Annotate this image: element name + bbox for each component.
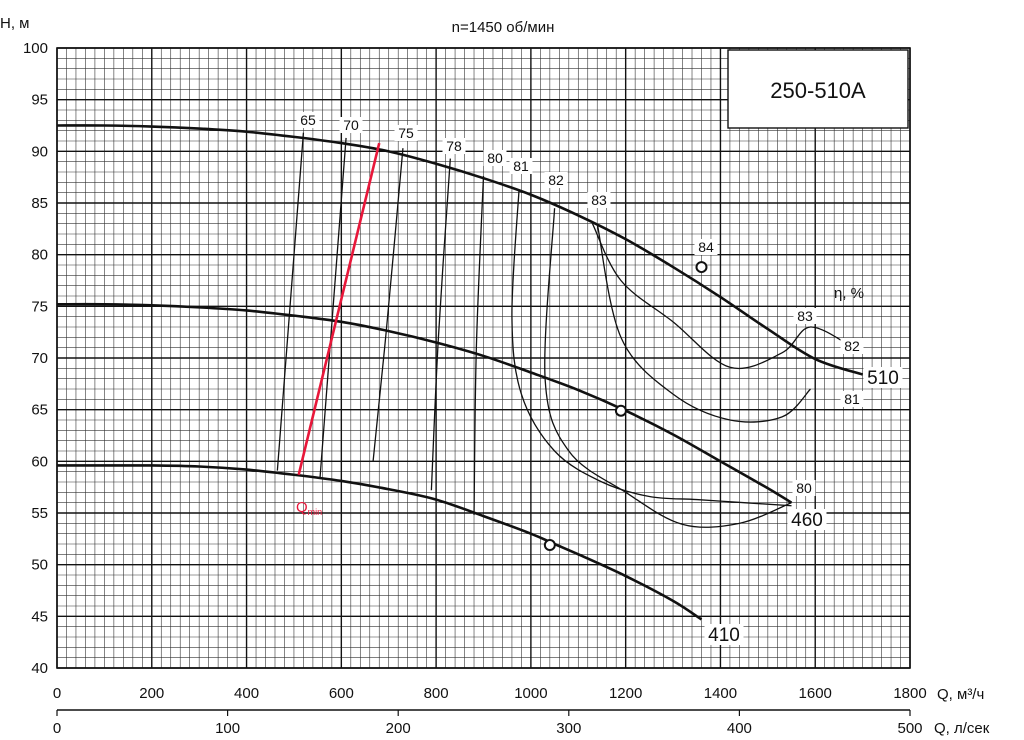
efficiency-label-70-bg xyxy=(339,117,363,133)
curve-label-510-bg xyxy=(863,367,903,388)
efficiency-label-82-bg xyxy=(840,338,864,354)
x-tick-label: 600 xyxy=(329,685,354,702)
labels: 65 70 75 78 80 81 82 83 84 83 82 81 80 510 460 410 Qmin xyxy=(296,112,903,646)
qmin-line xyxy=(297,142,381,476)
curve-label-410-bg xyxy=(704,624,744,645)
efficiency-label-83: 83 xyxy=(797,308,813,324)
x2-tick-label: 500 xyxy=(897,720,922,737)
y-tick-label: 45 xyxy=(31,608,48,625)
y-tick-label: 100 xyxy=(23,40,48,57)
efficiency-label-83-bg xyxy=(587,192,611,208)
curve-label-510: 510 xyxy=(867,368,899,389)
model-label: 250-510A xyxy=(770,78,866,103)
curve-label-460: 460 xyxy=(791,510,823,531)
chart-title: n=1450 об/мин xyxy=(452,19,555,36)
curve-label-460-bg xyxy=(787,509,827,530)
efficiency-label-81: 81 xyxy=(513,158,529,174)
model-box xyxy=(727,49,909,129)
efficiency-curves xyxy=(276,132,854,528)
x-tick-label: 400 xyxy=(234,685,259,702)
x2-tick-label: 200 xyxy=(386,720,411,737)
head-curves xyxy=(56,124,864,621)
efficiency-curve-83 xyxy=(596,223,811,423)
x2-tick-label: 400 xyxy=(727,720,752,737)
efficiency-label: η, % xyxy=(834,285,864,302)
x2-axis-label: Q, л/сек xyxy=(934,720,990,737)
efficiency-curve-80 xyxy=(473,176,485,516)
x-tick-label: 1400 xyxy=(704,685,737,702)
x-tick-label: 1000 xyxy=(514,685,547,702)
efficiency-label-83-bg xyxy=(793,308,817,324)
operating-point xyxy=(614,404,627,417)
efficiency-label-70: 70 xyxy=(343,117,359,133)
operating-point xyxy=(695,261,708,274)
x-tick-label: 200 xyxy=(139,685,164,702)
x-tick-label: 1600 xyxy=(799,685,832,702)
efficiency-label-81-bg xyxy=(509,158,533,174)
efficiency-curve-70 xyxy=(319,137,347,478)
efficiency-label-75-bg xyxy=(394,125,418,141)
efficiency-label-84: 84 xyxy=(698,239,714,255)
efficiency-label-80: 80 xyxy=(796,480,812,496)
efficiency-curve-65 xyxy=(276,132,305,471)
y-tick-label: 60 xyxy=(31,453,48,470)
x2-tick-label: 0 xyxy=(53,720,61,737)
efficiency-curve-84 xyxy=(591,223,854,370)
y-tick-label: 40 xyxy=(31,660,48,677)
x-tick-label: 1200 xyxy=(609,685,642,702)
efficiency-label-78: 78 xyxy=(446,138,462,154)
y-tick-label: 95 xyxy=(31,92,48,109)
y-axis-label: H, м xyxy=(0,15,29,32)
head-curve-410 xyxy=(57,464,703,621)
efficiency-curve-81 xyxy=(511,189,792,507)
x-tick-label: 1800 xyxy=(893,685,926,702)
efficiency-label-65-bg xyxy=(296,112,320,128)
efficiency-label-78-bg xyxy=(442,138,466,154)
y-tick-label: 80 xyxy=(31,247,48,264)
x2-tick-label: 300 xyxy=(556,720,581,737)
head-curve-510 xyxy=(56,124,864,376)
efficiency-curve-82 xyxy=(544,208,792,528)
efficiency-label-75: 75 xyxy=(398,125,414,141)
plot-frame xyxy=(56,47,911,669)
x-tick-label: 800 xyxy=(424,685,449,702)
curve-label-410: 410 xyxy=(708,625,740,646)
x2-tick-label: 100 xyxy=(215,720,240,737)
efficiency-label-82-bg xyxy=(544,172,568,188)
y-tick-label: 70 xyxy=(31,350,48,367)
efficiency-label-81-bg xyxy=(840,391,864,407)
y-tick-label: 50 xyxy=(31,557,48,574)
x-tick-label: 0 xyxy=(53,685,61,702)
head-curve-460 xyxy=(56,302,793,504)
y-tick-label: 55 xyxy=(31,505,48,522)
qmin-label: Qmin xyxy=(296,499,322,517)
y-tick-label: 75 xyxy=(31,298,48,315)
efficiency-label-84-bg xyxy=(694,239,718,255)
efficiency-label-83: 83 xyxy=(591,192,607,208)
efficiency-label-81: 81 xyxy=(844,391,860,407)
efficiency-label-80: 80 xyxy=(487,150,503,166)
y-tick-label: 65 xyxy=(31,402,48,419)
y-tick-label: 85 xyxy=(31,195,48,212)
efficiency-label-65: 65 xyxy=(300,112,316,128)
operating-point xyxy=(543,539,556,552)
efficiency-label-80-bg xyxy=(792,480,816,496)
efficiency-curve-78 xyxy=(430,158,451,491)
efficiency-label-82: 82 xyxy=(844,338,860,354)
x-axis-label: Q, м³/ч xyxy=(937,686,984,703)
y-tick-label: 90 xyxy=(31,143,48,160)
efficiency-label-82: 82 xyxy=(548,172,564,188)
efficiency-label-80-bg xyxy=(483,150,507,166)
